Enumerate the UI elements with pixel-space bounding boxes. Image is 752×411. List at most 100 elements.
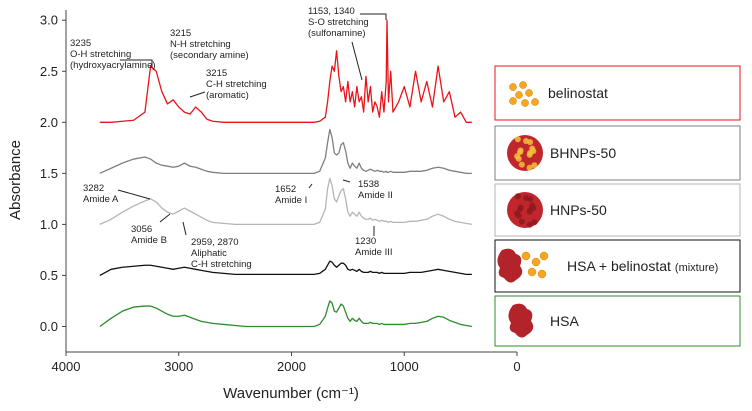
nanoparticle-detail [518,161,525,168]
legend-icon [497,248,549,283]
legend-box [494,65,741,121]
annotation-text: Amide III [355,247,393,258]
annotation-text: C-H stretching [206,79,267,90]
annotation-text: (sulfonamine) [308,28,366,39]
legend-name: belinostat [548,85,608,101]
nanoparticle-detail [527,196,534,203]
annotation-text: Amide A [83,194,119,205]
annotation-text: (aromatic) [206,90,249,101]
annotation-leader [182,221,187,236]
annotation-text: 1153, 1340 [308,6,355,17]
spectrum-line [99,260,472,277]
x-tick-label: 2000 [277,359,306,374]
legend: belinostat BHNPs-50 HNPs-50 HSA + belinosta… [494,65,741,347]
y-tick-label: 0.0 [40,319,58,334]
nanoparticle-detail [514,153,521,160]
annotation-text: 3282 [83,183,104,194]
molecule-icon [519,81,527,89]
annotation-leader [342,179,351,183]
annotation-text: Amide B [131,235,167,246]
molecule-icon [521,251,531,261]
legend-name: HSA [550,313,579,329]
nanoparticle-icon [507,135,543,171]
y-tick-label: 2.0 [40,115,58,130]
molecule-icon [515,91,523,99]
molecule-icon [537,269,547,279]
nanoparticle-detail [531,219,538,226]
y-tick-label: 1.0 [40,217,58,232]
annotation-text: 3215 [206,68,227,79]
spectrum-line [99,300,473,328]
x-tick-label: 1000 [390,359,419,374]
annotation-text: (hydroxyacrylamine) [70,60,156,71]
nanoparticle-detail [518,218,525,225]
nanoparticle-detail [526,221,533,228]
legend-icon [509,81,539,107]
x-tick-label: 4000 [52,359,81,374]
plot-area: 0.0 0.5 1.0 1.5 2.0 2.5 3.0 4000 3000 2000 1000 0 32… [40,6,521,374]
x-tick-label: 3000 [164,359,193,374]
annotation-text: O-H stretching [70,49,131,60]
legend-icon [508,303,534,338]
legend-label: BHNPs-50 [550,145,616,161]
annotation-text: 1538 [358,179,379,190]
molecule-icon [531,98,539,106]
y-tick-label: 3.0 [40,13,58,28]
legend-label: HSA [550,313,579,329]
molecule-icon [531,257,541,267]
protein-icon [508,303,534,338]
annotation-leader [308,183,313,189]
spectrum-line [99,177,473,226]
annotation-text: 3215 [170,28,191,39]
legend-name: HSA + belinostat [567,258,671,274]
annotation-text: 1652 [275,184,296,195]
annotation-leader [117,189,151,200]
x-tick-label: 0 [513,359,520,374]
nanoparticle-detail [530,148,537,155]
nanoparticle-detail [514,193,521,200]
y-axis-title: Absorbance [7,140,24,220]
legend-label: HSA + belinostat (mixture) [567,258,718,274]
annotation-text: Aliphatic [191,248,227,259]
y-tick-label: 1.5 [40,166,58,181]
annotation-leader [189,91,206,98]
nanoparticle-detail [526,164,533,171]
protein-icon [497,248,523,283]
annotation-leader [360,13,387,20]
nanoparticle-detail [531,162,538,169]
legend-name: BHNPs-50 [550,145,616,161]
nanoparticle-detail [527,139,534,146]
nanoparticle-detail [514,136,521,143]
legend-box [494,295,741,347]
molecule-icon [539,251,549,261]
annotation-text: (secondary amine) [170,50,249,61]
nanoparticle-detail [517,147,524,154]
annotation-text: 2959, 2870 [191,237,239,248]
nanoparticle-detail [517,204,524,211]
molecule-icon [509,97,517,105]
legend-label: HNPs-50 [550,202,607,218]
annotation-text: C-H stretching [191,259,252,270]
nanoparticle-icon [507,192,543,228]
nanoparticle-detail [530,205,537,212]
annotation-text: 3235 [70,38,91,49]
annotation-text: S-O stretching [308,17,369,28]
y-tick-label: 0.5 [40,268,58,283]
nanoparticle-detail [514,210,521,217]
molecule-icon [509,83,517,91]
spectrum-line [99,19,472,123]
molecule-icon [527,267,537,277]
annotation-leader [351,41,363,81]
annotation-leader [159,213,171,223]
x-axis-title: Wavenumber (cm⁻¹) [223,385,359,402]
legend-note: (mixture) [675,262,718,274]
legend-label: belinostat [548,85,608,101]
legend-name: HNPs-50 [550,202,607,218]
molecule-icon [525,89,533,97]
y-tick-label: 2.5 [40,64,58,79]
spectrum-line [99,128,472,174]
annotation-text: 3056 [131,224,152,235]
legend-icon [507,135,543,171]
annotation-text: Amide I [275,195,307,206]
